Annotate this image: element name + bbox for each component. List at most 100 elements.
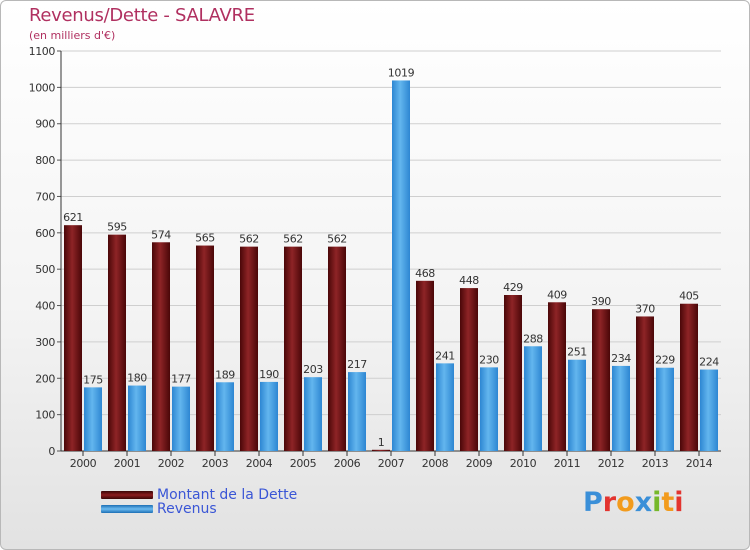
legend-item-revenue: Revenus bbox=[101, 501, 217, 517]
x-tick-label: 2001 bbox=[114, 457, 140, 470]
legend-label-debt: Montant de la Dette bbox=[157, 487, 298, 503]
y-tick-label: 300 bbox=[35, 336, 55, 349]
y-tick-label: 900 bbox=[35, 118, 55, 131]
logo-letter: t bbox=[661, 487, 675, 518]
data-label-revenue: 241 bbox=[435, 349, 455, 362]
x-tick-label: 2013 bbox=[642, 457, 669, 470]
bar-debt bbox=[196, 245, 214, 451]
bar-revenue bbox=[568, 359, 586, 451]
legend-swatch-revenue bbox=[101, 505, 153, 513]
data-label-debt: 468 bbox=[415, 267, 435, 280]
data-label-debt: 595 bbox=[107, 221, 127, 234]
bar-revenue bbox=[128, 385, 146, 451]
data-label-debt: 565 bbox=[195, 232, 215, 245]
data-label-debt: 448 bbox=[459, 274, 479, 287]
bar-debt bbox=[152, 242, 170, 451]
data-label-revenue: 177 bbox=[171, 373, 191, 386]
bar-debt bbox=[372, 449, 390, 451]
data-label-revenue: 234 bbox=[611, 352, 631, 365]
data-label-debt: 370 bbox=[635, 302, 655, 315]
x-tick-label: 2008 bbox=[422, 457, 449, 470]
x-tick-label: 2009 bbox=[466, 457, 493, 470]
bar-revenue bbox=[436, 363, 454, 451]
bar-debt bbox=[460, 288, 478, 451]
bar-revenue bbox=[260, 381, 278, 451]
logo-letter: i bbox=[674, 487, 684, 518]
chart-title: Revenus/Dette - SALAVRE bbox=[29, 5, 255, 26]
bar-debt bbox=[548, 302, 566, 451]
logo-letter: i bbox=[652, 487, 662, 518]
bar-revenue bbox=[84, 387, 102, 451]
y-tick-label: 100 bbox=[35, 409, 55, 422]
y-tick-label: 1000 bbox=[29, 81, 56, 94]
x-tick-label: 2002 bbox=[158, 457, 184, 470]
bar-revenue bbox=[612, 365, 630, 451]
data-label-debt: 1 bbox=[378, 436, 385, 449]
x-tick-label: 2006 bbox=[334, 457, 361, 470]
x-tick-label: 2000 bbox=[70, 457, 97, 470]
data-label-revenue: 1019 bbox=[388, 66, 415, 79]
proxiti-logo: Proxiti bbox=[583, 487, 684, 518]
bar-revenue bbox=[700, 369, 718, 451]
data-label-debt: 574 bbox=[151, 228, 171, 241]
legend-swatch-debt bbox=[101, 491, 153, 499]
x-tick-label: 2007 bbox=[378, 457, 405, 470]
logo-letter: r bbox=[602, 487, 617, 518]
bar-revenue bbox=[656, 367, 674, 451]
x-tick-label: 2003 bbox=[202, 457, 229, 470]
data-label-revenue: 229 bbox=[655, 354, 675, 367]
bar-debt bbox=[592, 309, 610, 451]
data-label-revenue: 190 bbox=[259, 368, 279, 381]
data-label-revenue: 251 bbox=[567, 346, 587, 359]
bar-revenue bbox=[480, 367, 498, 451]
data-label-revenue: 180 bbox=[127, 372, 147, 385]
y-tick-label: 0 bbox=[48, 445, 55, 458]
data-label-debt: 562 bbox=[239, 233, 259, 246]
data-label-debt: 562 bbox=[283, 233, 303, 246]
data-label-debt: 405 bbox=[679, 290, 699, 303]
bar-debt bbox=[64, 225, 82, 451]
data-label-revenue: 288 bbox=[523, 332, 543, 345]
x-tick-label: 2004 bbox=[246, 457, 273, 470]
data-label-revenue: 203 bbox=[303, 363, 323, 376]
bar-revenue bbox=[216, 382, 234, 451]
logo-letter: o bbox=[616, 487, 635, 518]
y-tick-label: 600 bbox=[35, 227, 55, 240]
logo-letter: P bbox=[583, 487, 603, 518]
data-label-revenue: 230 bbox=[479, 353, 499, 366]
bar-debt bbox=[504, 295, 522, 451]
bar-debt bbox=[284, 246, 302, 451]
data-label-revenue: 189 bbox=[215, 368, 235, 381]
data-label-debt: 429 bbox=[503, 281, 523, 294]
bar-revenue bbox=[348, 372, 366, 451]
y-tick-label: 1100 bbox=[29, 45, 56, 58]
x-tick-label: 2014 bbox=[686, 457, 713, 470]
legend-label-revenue: Revenus bbox=[157, 501, 217, 517]
data-label-debt: 390 bbox=[591, 295, 611, 308]
legend-item-debt: Montant de la Dette bbox=[101, 487, 297, 503]
logo-letter: x bbox=[634, 487, 653, 518]
y-tick-label: 700 bbox=[35, 190, 55, 203]
y-tick-label: 800 bbox=[35, 154, 55, 167]
data-label-debt: 409 bbox=[547, 288, 567, 301]
y-tick-label: 200 bbox=[35, 372, 55, 385]
bar-revenue bbox=[524, 346, 542, 451]
bar-revenue bbox=[304, 377, 322, 451]
x-tick-label: 2011 bbox=[554, 457, 580, 470]
bar-debt bbox=[416, 280, 434, 451]
bar-debt bbox=[680, 303, 698, 451]
chart-subtitle: (en milliers d'€) bbox=[29, 29, 116, 42]
data-label-revenue: 224 bbox=[699, 356, 719, 369]
bar-debt bbox=[636, 316, 654, 451]
data-label-debt: 562 bbox=[327, 233, 347, 246]
x-tick-label: 2005 bbox=[290, 457, 317, 470]
bar-revenue bbox=[172, 386, 190, 451]
bar-debt bbox=[328, 246, 346, 451]
bar-debt bbox=[240, 246, 258, 451]
y-tick-label: 500 bbox=[35, 263, 55, 276]
bar-debt bbox=[108, 234, 126, 451]
data-label-revenue: 175 bbox=[83, 373, 103, 386]
x-tick-label: 2012 bbox=[598, 457, 624, 470]
